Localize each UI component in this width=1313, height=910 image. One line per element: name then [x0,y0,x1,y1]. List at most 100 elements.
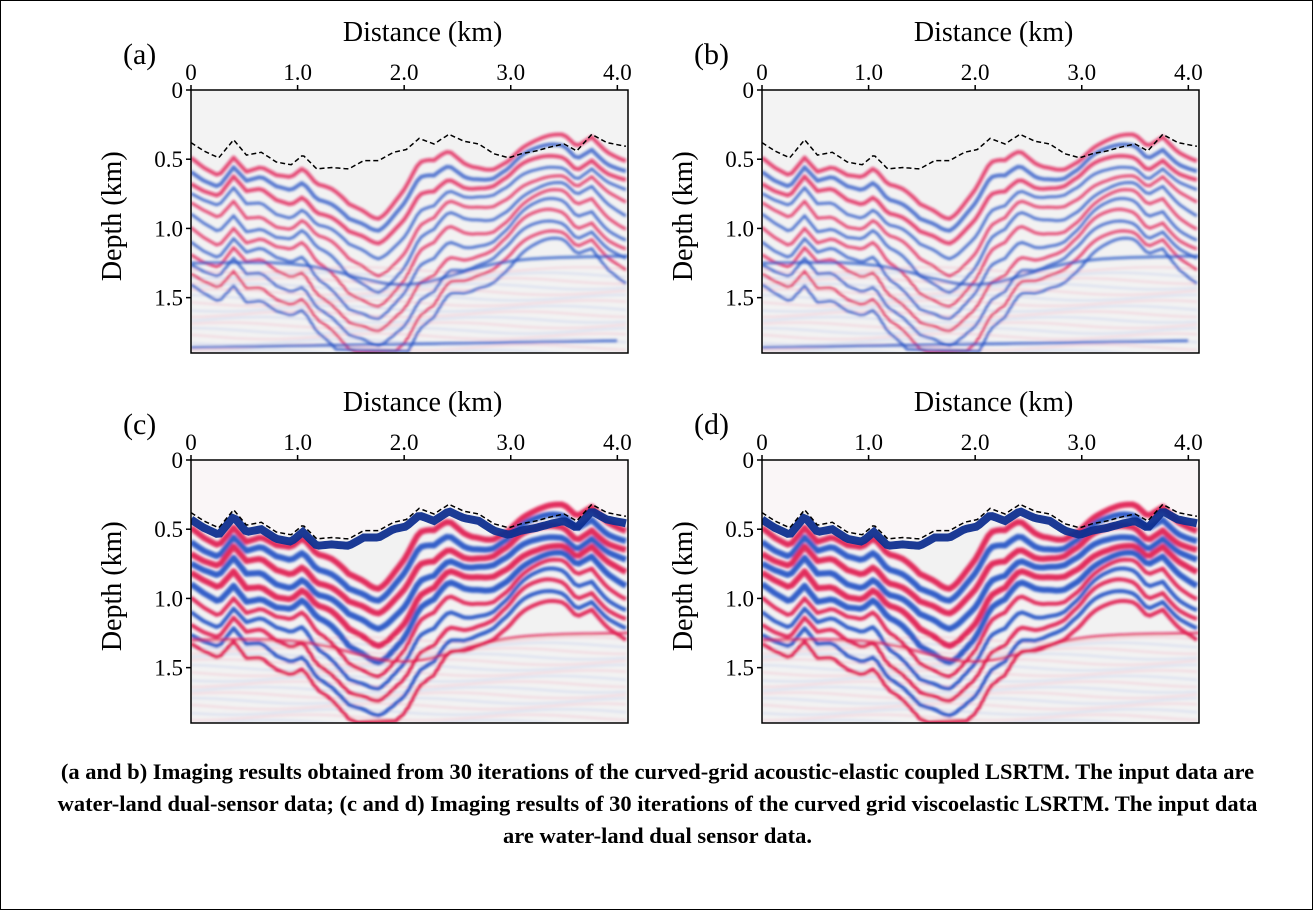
reflector [762,197,1198,321]
reflector [191,181,627,294]
background-noise [762,674,1197,683]
y-tick-label: 0 [743,78,755,103]
x-tick-label: 4.0 [603,60,632,85]
y-tick-label: 0.5 [725,517,754,542]
background-noise [762,691,1197,700]
x-tick-label: 2.0 [390,430,419,455]
reflector [762,236,1198,353]
x-tick-label: 0 [756,430,768,455]
bottom-artifact [191,339,618,349]
deep-reflector [191,631,628,664]
reflector [762,598,1198,723]
x-axis-label: Distance (km) [343,17,502,48]
panel-label: (c) [123,408,156,441]
background-noise [202,349,565,353]
reflector [762,566,1198,691]
background-noise [191,293,626,302]
y-tick-label: 0.5 [725,147,754,172]
axes-frame [761,89,1200,354]
reflector [191,188,627,309]
background-noise [191,327,626,335]
background-noise [202,719,565,723]
reflector [191,598,627,723]
x-tick-label: 1.0 [854,430,883,455]
figure-caption: (a and b) Imaging results obtained from … [57,759,1258,848]
background-noise [762,288,1197,296]
reflector-set [191,132,628,353]
y-axis-label: Depth (km) [668,521,699,651]
interface-dashed-line [191,133,627,170]
y-axis-label: Depth (km) [97,151,128,281]
x-tick-label: 0 [756,60,768,85]
reflector [762,174,1198,278]
axes-frame [190,459,629,724]
panel-b: 0 1.0 2.0 3.0 4.0 0 0.5 1.0 1.5 Distance (km) Dept… [668,17,1203,354]
background-noise [191,304,626,313]
y-tick-label: 1.5 [725,656,754,681]
reflector [191,132,627,221]
figure-svg: 0 1.0 2.0 3.0 4.0 0 0.5 1.0 1.5 Distance (km) Dept… [97,17,1203,724]
bottom-artifact [762,339,1189,349]
seabed-response [762,507,1198,550]
reflector [762,219,1198,348]
background-noise [762,327,1197,335]
background-noise [773,719,1136,723]
reflector [191,501,627,592]
reflector [191,197,627,321]
x-tick-label: 0 [185,430,197,455]
reflector [191,207,627,333]
interface-dashed-line [762,133,1198,170]
interface-dashed-line [191,503,627,540]
y-tick-label: 1.0 [154,216,183,241]
reflector [762,165,1198,261]
background-noise [191,663,626,672]
seabed-response [191,507,627,550]
panel-grid: 0 1.0 2.0 3.0 4.0 0 0.5 1.0 1.5 Distance (km) Dept… [1,1,1312,756]
y-axis-label: Depth (km) [97,521,128,651]
reflector [762,557,1198,679]
y-tick-label: 1.5 [725,286,754,311]
x-axis-label: Distance (km) [914,17,1073,48]
reflector [191,577,627,703]
x-tick-label: 3.0 [496,430,525,455]
panel-a: 0 1.0 2.0 3.0 4.0 0 0.5 1.0 1.5 Distance (km) Dept… [97,17,632,354]
background-noise [762,663,1197,672]
migration-image [191,460,628,723]
x-tick-label: 3.0 [496,60,525,85]
y-tick-label: 0 [172,448,184,473]
background-noise [191,713,626,722]
reflector [762,181,1198,294]
reflector [191,557,627,679]
panel-label: (d) [694,408,729,441]
reflector [762,534,1199,632]
reflector [762,229,1198,353]
x-tick-label: 4.0 [1174,430,1203,455]
panel-label: (a) [123,38,156,71]
y-tick-label: 1.0 [725,586,754,611]
axes-frame [761,459,1200,724]
x-tick-label: 4.0 [603,430,632,455]
panel-d: 0 1.0 2.0 3.0 4.0 0 0.5 1.0 1.5 Distance (km) Dept… [668,387,1203,724]
panel-c: 0 1.0 2.0 3.0 4.0 0 0.5 1.0 1.5 Distance (km) Dept… [97,387,632,724]
reflector [762,511,1198,604]
reflector [191,153,627,246]
reflector-set [762,132,1199,353]
x-tick-label: 4.0 [1174,60,1203,85]
interface-dashed-line [762,503,1198,540]
background-noise [762,321,1197,330]
migration-image [191,90,628,353]
reflector [762,577,1198,703]
reflector [762,589,1198,718]
background-noise [191,321,626,330]
reflector [191,534,628,632]
reflector [191,142,627,233]
x-axis-label: Distance (km) [914,387,1073,418]
background-noise [762,293,1197,302]
reflector [762,542,1199,649]
x-tick-label: 1.0 [283,60,312,85]
y-tick-label: 1.5 [154,656,183,681]
reflector [191,589,627,718]
reflector [191,549,628,666]
y-tick-label: 0 [172,78,184,103]
migration-image [762,460,1199,723]
